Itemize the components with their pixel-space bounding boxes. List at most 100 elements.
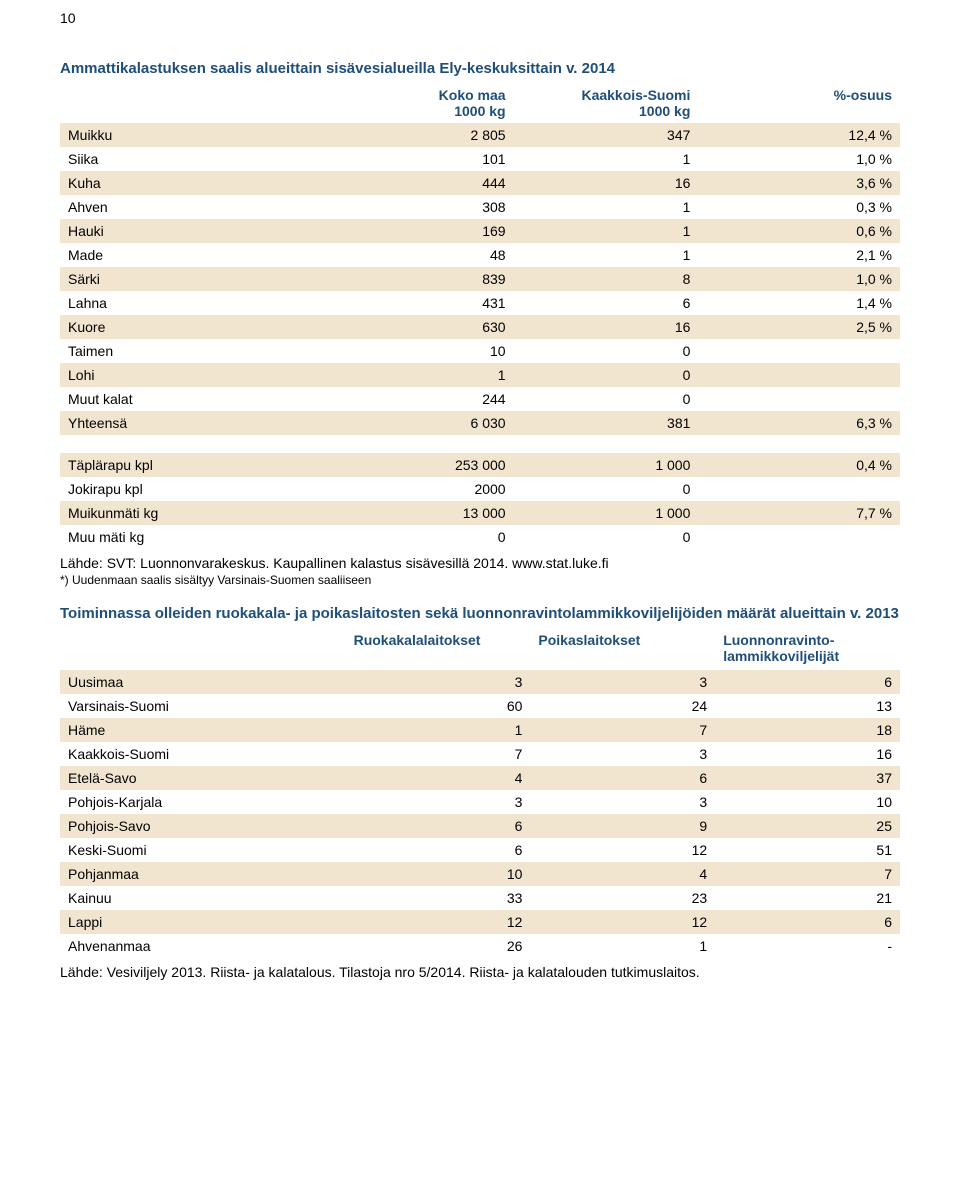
section1-source: Lähde: SVT: Luonnonvarakeskus. Kaupallin… xyxy=(60,555,900,571)
cell: 1 000 xyxy=(514,501,699,525)
table-row: Muu mäti kg00 xyxy=(60,525,900,549)
table1-header-col3-top: %-osuus xyxy=(834,87,892,103)
cell xyxy=(698,387,900,411)
table-row: Muikku2 80534712,4 % xyxy=(60,123,900,147)
table-row: Made4812,1 % xyxy=(60,243,900,267)
cell: 169 xyxy=(329,219,514,243)
table-row: Lahna43161,4 % xyxy=(60,291,900,315)
cell: Pohjanmaa xyxy=(60,862,346,886)
cell: 253 000 xyxy=(329,453,514,477)
cell: 7 xyxy=(346,742,531,766)
table-row: Kainuu332321 xyxy=(60,886,900,910)
cell: 10 xyxy=(329,339,514,363)
cell: 12 xyxy=(346,910,531,934)
cell: 3 xyxy=(530,742,715,766)
cell: 4 xyxy=(530,862,715,886)
cell: 0 xyxy=(329,525,514,549)
cell: 18 xyxy=(715,718,900,742)
table3-header-blank xyxy=(60,628,346,670)
table-row: Yhteensä6 0303816,3 % xyxy=(60,411,900,435)
cell: 0 xyxy=(514,387,699,411)
table-row: Pohjanmaa1047 xyxy=(60,862,900,886)
cell: 444 xyxy=(329,171,514,195)
cell: Muu mäti kg xyxy=(60,525,329,549)
table1-header-col2-top: Kaakkois-Suomi xyxy=(581,87,690,103)
table-facilities: Ruokakalalaitokset Poikaslaitokset Luonn… xyxy=(60,628,900,958)
cell: Siika xyxy=(60,147,329,171)
cell: 16 xyxy=(514,171,699,195)
cell: 4 xyxy=(346,766,531,790)
cell: 431 xyxy=(329,291,514,315)
cell: 839 xyxy=(329,267,514,291)
cell: 48 xyxy=(329,243,514,267)
table-row: Kuha444163,6 % xyxy=(60,171,900,195)
cell: 6 xyxy=(514,291,699,315)
cell: 347 xyxy=(514,123,699,147)
cell: 0 xyxy=(514,525,699,549)
cell: 33 xyxy=(346,886,531,910)
cell: 1,0 % xyxy=(698,147,900,171)
cell: 13 xyxy=(715,694,900,718)
table-row: Muut kalat2440 xyxy=(60,387,900,411)
cell: 13 000 xyxy=(329,501,514,525)
cell: 51 xyxy=(715,838,900,862)
cell: Muikunmäti kg xyxy=(60,501,329,525)
cell: 12,4 % xyxy=(698,123,900,147)
cell: 0 xyxy=(514,339,699,363)
cell: 3,6 % xyxy=(698,171,900,195)
cell: 16 xyxy=(514,315,699,339)
table-fish-catch: Koko maa 1000 kg Kaakkois-Suomi 1000 kg … xyxy=(60,83,900,435)
cell: 1,4 % xyxy=(698,291,900,315)
cell: 6 xyxy=(530,766,715,790)
cell: 6 xyxy=(346,838,531,862)
table1-header-col1: Koko maa 1000 kg xyxy=(329,83,514,123)
table-row: Täplärapu kpl253 0001 0000,4 % xyxy=(60,453,900,477)
cell: Etelä-Savo xyxy=(60,766,346,790)
cell: 9 xyxy=(530,814,715,838)
cell: 21 xyxy=(715,886,900,910)
cell xyxy=(698,477,900,501)
cell: 1 xyxy=(514,195,699,219)
cell: 7 xyxy=(530,718,715,742)
table-row: Jokirapu kpl20000 xyxy=(60,477,900,501)
table-row: Särki83981,0 % xyxy=(60,267,900,291)
table-row: Hauki16910,6 % xyxy=(60,219,900,243)
table-row: Pohjois-Karjala3310 xyxy=(60,790,900,814)
cell: 1 xyxy=(530,934,715,958)
cell: Särki xyxy=(60,267,329,291)
cell: 0 xyxy=(514,363,699,387)
table-row: Pohjois-Savo6925 xyxy=(60,814,900,838)
cell: 1 xyxy=(346,718,531,742)
table-row: Varsinais-Suomi602413 xyxy=(60,694,900,718)
table-row: Keski-Suomi61251 xyxy=(60,838,900,862)
table-row: Siika10111,0 % xyxy=(60,147,900,171)
cell: Hauki xyxy=(60,219,329,243)
table-row: Muikunmäti kg13 0001 0007,7 % xyxy=(60,501,900,525)
table1-header-col2-sub: 1000 kg xyxy=(639,103,690,119)
cell: Made xyxy=(60,243,329,267)
cell: 630 xyxy=(329,315,514,339)
table1-header-col2: Kaakkois-Suomi 1000 kg xyxy=(514,83,699,123)
cell: Pohjois-Karjala xyxy=(60,790,346,814)
cell: 0,3 % xyxy=(698,195,900,219)
cell: 6 xyxy=(715,670,900,694)
table1-header-col1-top: Koko maa xyxy=(439,87,506,103)
cell: Lohi xyxy=(60,363,329,387)
cell: 381 xyxy=(514,411,699,435)
cell: Täplärapu kpl xyxy=(60,453,329,477)
table1-header-col3: %-osuus xyxy=(698,83,900,123)
table-row: Lohi10 xyxy=(60,363,900,387)
cell: Lappi xyxy=(60,910,346,934)
cell: 2000 xyxy=(329,477,514,501)
cell: 6 xyxy=(715,910,900,934)
cell: 24 xyxy=(530,694,715,718)
cell: 26 xyxy=(346,934,531,958)
cell xyxy=(698,525,900,549)
cell: 3 xyxy=(346,670,531,694)
cell: Kuha xyxy=(60,171,329,195)
cell: 60 xyxy=(346,694,531,718)
table3-header-c3-line2: lammikkoviljelijät xyxy=(723,648,839,664)
cell: 7 xyxy=(715,862,900,886)
table-row: Kuore630162,5 % xyxy=(60,315,900,339)
cell: 6,3 % xyxy=(698,411,900,435)
